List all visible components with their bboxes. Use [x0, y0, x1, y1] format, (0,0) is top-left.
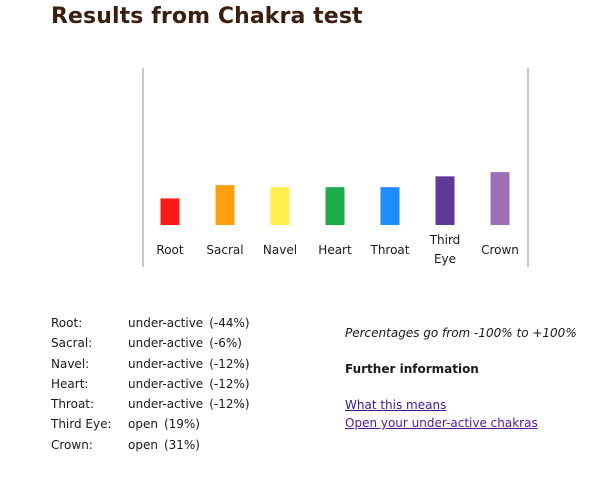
category-label: Throat — [369, 243, 409, 257]
results-status-text: under-active — [128, 356, 204, 371]
results-row-status: under-active (-12%) — [128, 394, 250, 414]
bar-crown — [490, 172, 510, 225]
results-row-status: open (19%) — [128, 414, 200, 434]
results-status-text: open — [128, 417, 158, 432]
percentage-range-note: Percentages go from -100% to +100% — [345, 326, 577, 340]
bar-root — [160, 198, 180, 225]
results-row-name: Sacral: — [51, 336, 93, 351]
results-row-name: Third Eye: — [51, 417, 112, 432]
results-row-name: Crown: — [51, 437, 93, 452]
results-row-status: under-active (-6%) — [128, 333, 242, 353]
open-underactive-chakras-link[interactable]: Open your under-active chakras — [345, 416, 538, 430]
results-status-text: under-active — [128, 376, 204, 391]
results-row-percent: (31%) — [163, 437, 200, 452]
category-label: Navel — [263, 243, 297, 257]
bars-group — [160, 172, 510, 225]
bar-third-eye — [435, 176, 455, 225]
results-row-status: under-active (-44%) — [128, 313, 250, 333]
results-status-text: under-active — [128, 316, 204, 330]
category-label: Crown — [481, 243, 519, 257]
category-label: Heart — [318, 243, 352, 257]
results-row-status: open (31%) — [128, 435, 200, 455]
bar-navel — [270, 187, 290, 225]
results-status-text: under-active — [128, 336, 204, 351]
category-label: Root — [156, 243, 183, 257]
results-status-text: under-active — [128, 397, 204, 412]
results-row-percent: (-12%) — [209, 397, 250, 412]
chakra-bar-chart: Root Sacral Navel Heart Throat Third Eye Crown — [142, 68, 529, 267]
results-row-status: under-active (-12%) — [128, 374, 250, 394]
category-labels: Root Sacral Navel Heart Throat Third Eye Crown — [156, 233, 519, 266]
further-information-heading: Further information — [345, 362, 479, 376]
bar-sacral — [215, 185, 235, 225]
bar-throat — [380, 187, 400, 225]
what-this-means-link[interactable]: What this means — [345, 398, 447, 412]
results-status-text: open — [128, 437, 158, 452]
results-row-percent: (-6%) — [209, 336, 242, 351]
results-row-percent: (-12%) — [209, 376, 250, 391]
results-row-name: Throat: — [51, 397, 95, 412]
bar-heart — [325, 187, 345, 225]
page-title: Results from Chakra test — [51, 4, 363, 29]
results-row-name: Root: — [51, 316, 83, 330]
category-label: Third Eye — [429, 233, 461, 266]
results-row-name: Navel: — [51, 356, 90, 371]
results-row-status: under-active (-12%) — [128, 354, 250, 374]
category-label: Sacral — [206, 243, 243, 257]
results-row-percent: (-12%) — [209, 356, 250, 371]
results-row-name: Heart: — [51, 376, 89, 391]
results-row-percent: (-44%) — [209, 316, 250, 330]
results-row-percent: (19%) — [163, 417, 200, 432]
